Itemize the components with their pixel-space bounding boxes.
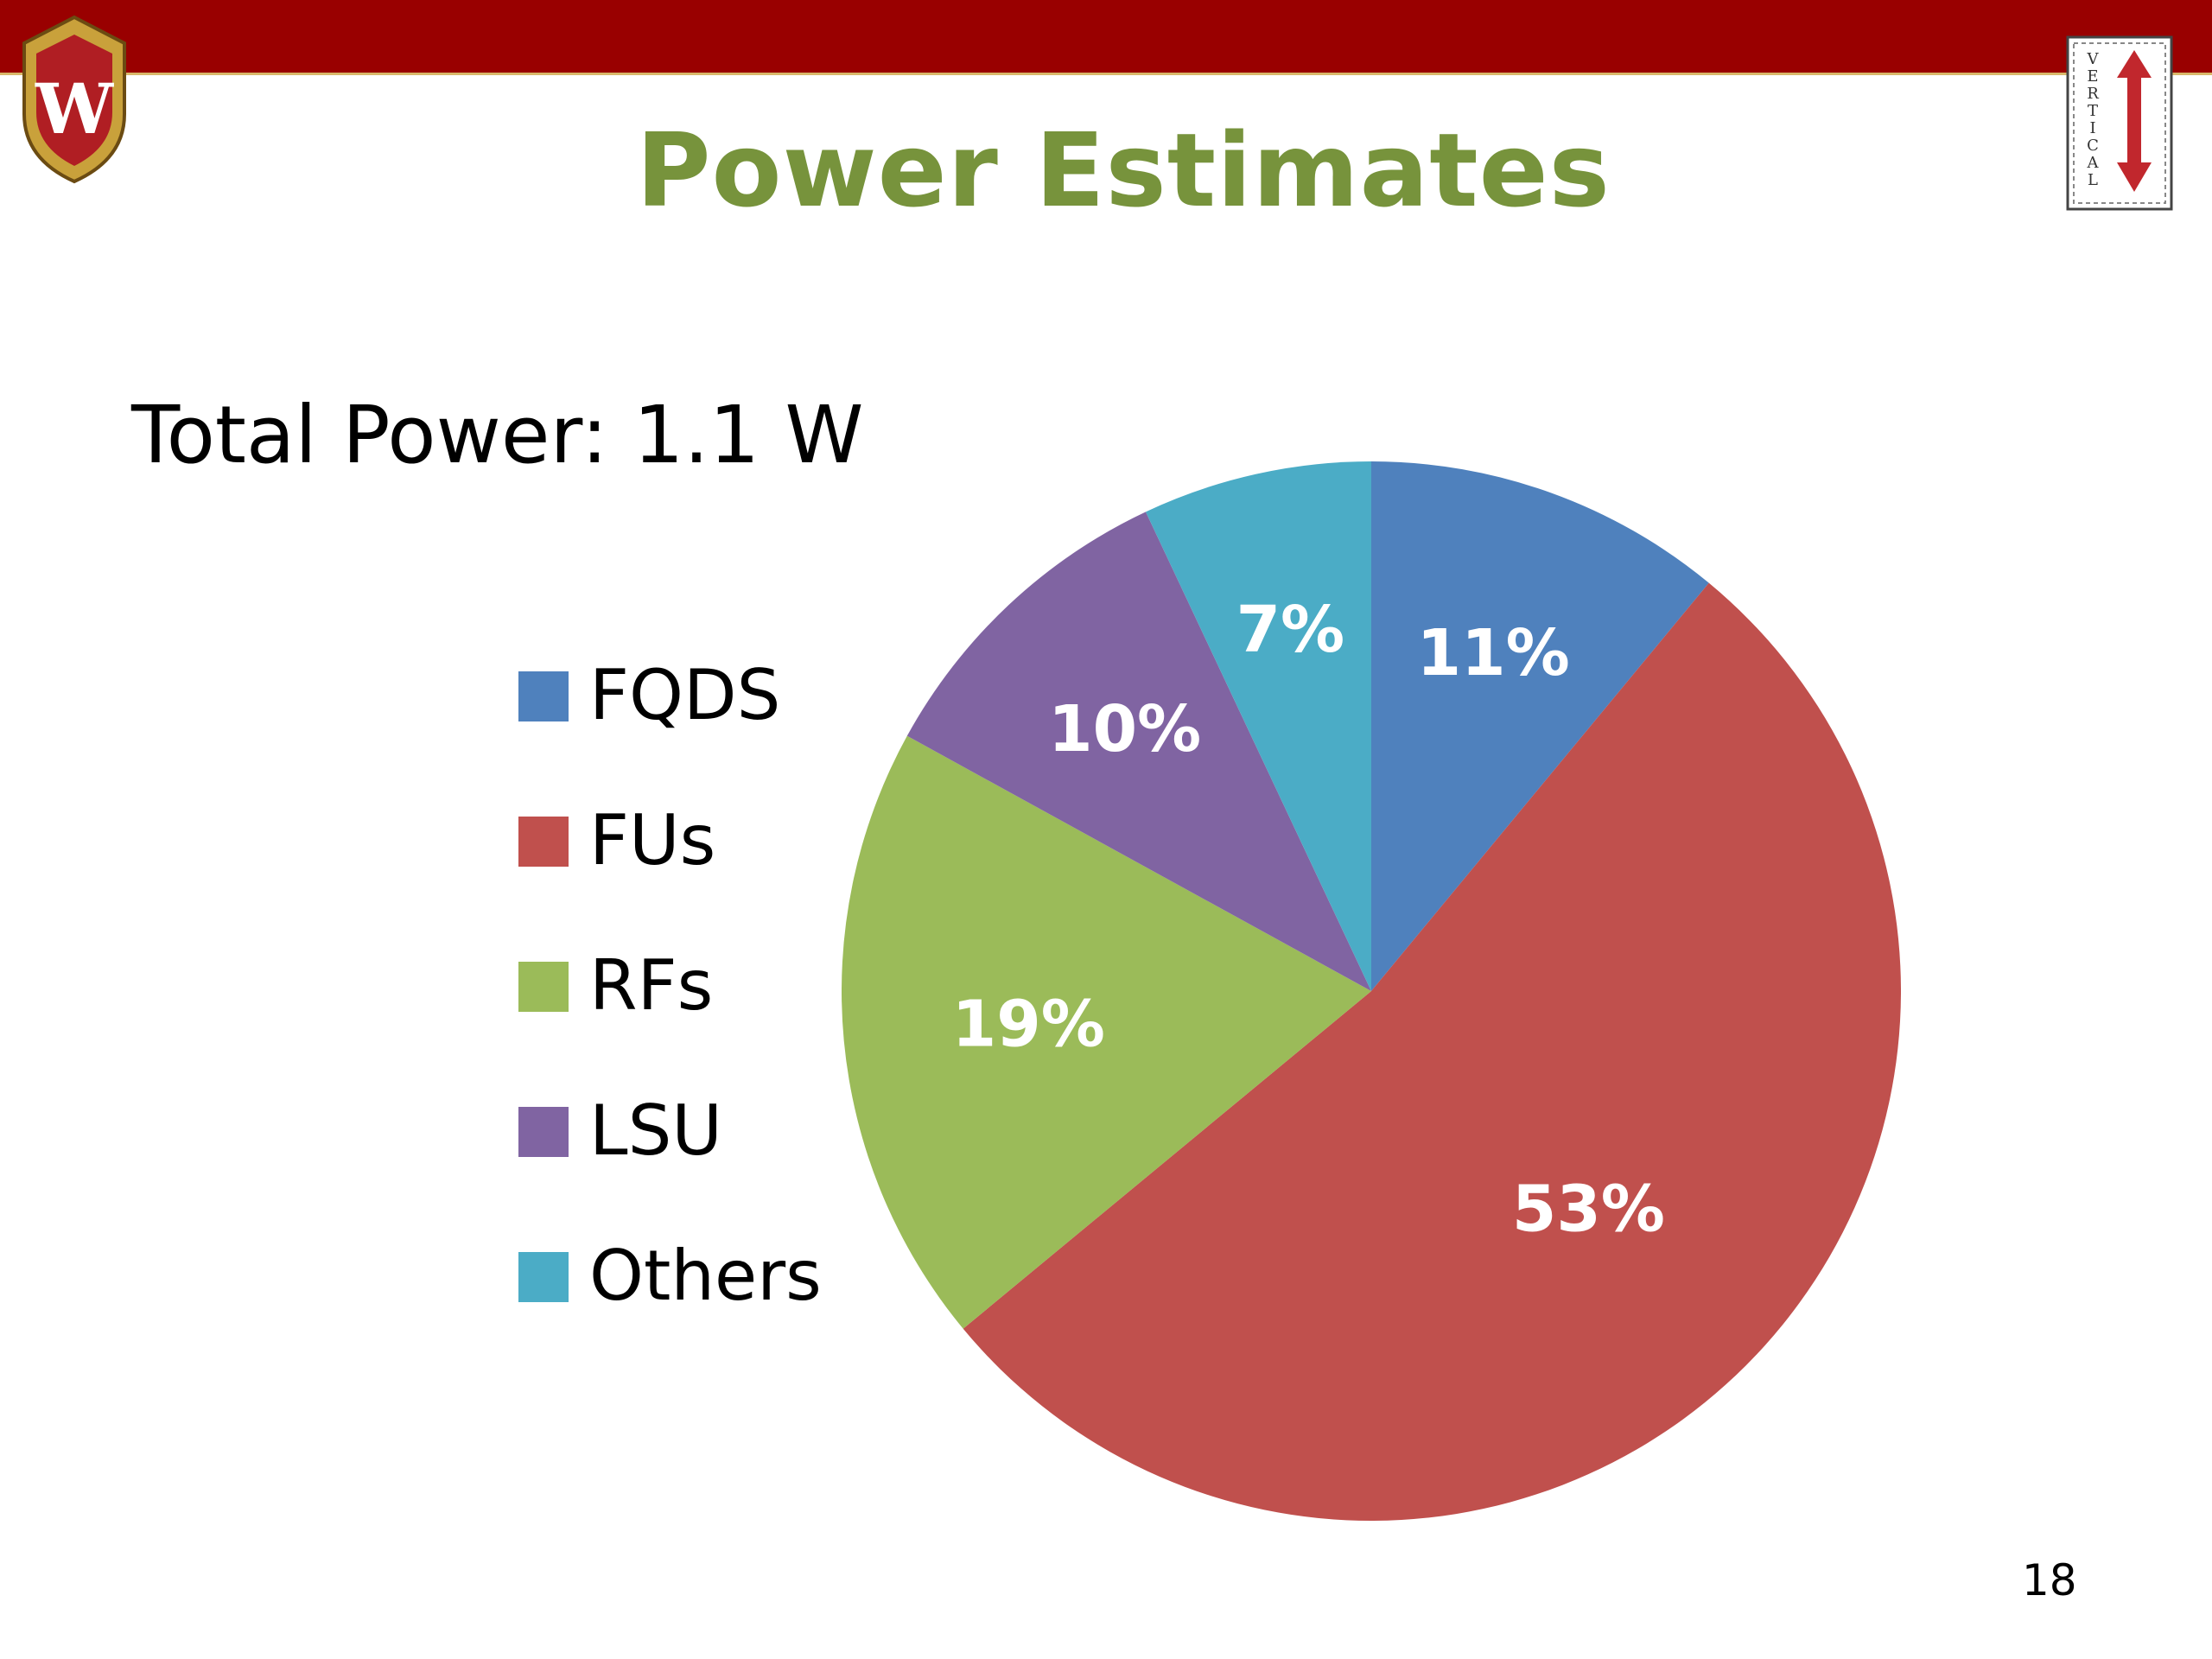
svg-text:W: W <box>35 68 114 149</box>
university-crest-logo: W <box>22 15 126 184</box>
slice-label-others: 7% <box>1236 593 1345 667</box>
vertical-badge-logo: VER TIC AL <box>2066 35 2173 211</box>
svg-text:E: E <box>2087 67 2098 86</box>
legend-swatch <box>518 962 569 1012</box>
legend-label: FUs <box>589 800 716 880</box>
svg-text:I: I <box>2089 119 2095 137</box>
slice-label-fqds: 11% <box>1417 616 1570 690</box>
svg-text:A: A <box>2087 154 2100 172</box>
legend-swatch <box>518 671 569 721</box>
svg-text:C: C <box>2087 137 2099 155</box>
svg-text:L: L <box>2088 171 2098 189</box>
legend-label: Others <box>589 1236 822 1316</box>
legend-swatch <box>518 1107 569 1157</box>
svg-text:T: T <box>2088 102 2098 120</box>
legend-label: FQDS <box>589 655 781 735</box>
svg-text:V: V <box>2087 50 2100 68</box>
slice-label-rfs: 19% <box>952 987 1105 1061</box>
pie-slice-lsu <box>906 512 1371 991</box>
slice-label-lsu: 10% <box>1048 692 1201 766</box>
pie-slice-fqds <box>1371 461 1709 991</box>
legend-swatch <box>518 817 569 867</box>
page-number: 18 <box>2022 1555 2077 1605</box>
pie-slice-rfs <box>842 735 1371 1329</box>
svg-text:R: R <box>2087 85 2099 103</box>
slide-title: Power Estimates <box>636 111 1611 230</box>
pie-slice-fus <box>963 582 1901 1522</box>
legend-label: LSU <box>589 1090 722 1171</box>
top-bar <box>0 0 2212 75</box>
total-power-text: Total Power: 1.1 W <box>131 389 864 481</box>
pie-slice-others <box>1145 461 1371 991</box>
legend-label: RFs <box>589 945 714 1026</box>
slice-label-fus: 53% <box>1512 1172 1665 1246</box>
legend-swatch <box>518 1252 569 1302</box>
